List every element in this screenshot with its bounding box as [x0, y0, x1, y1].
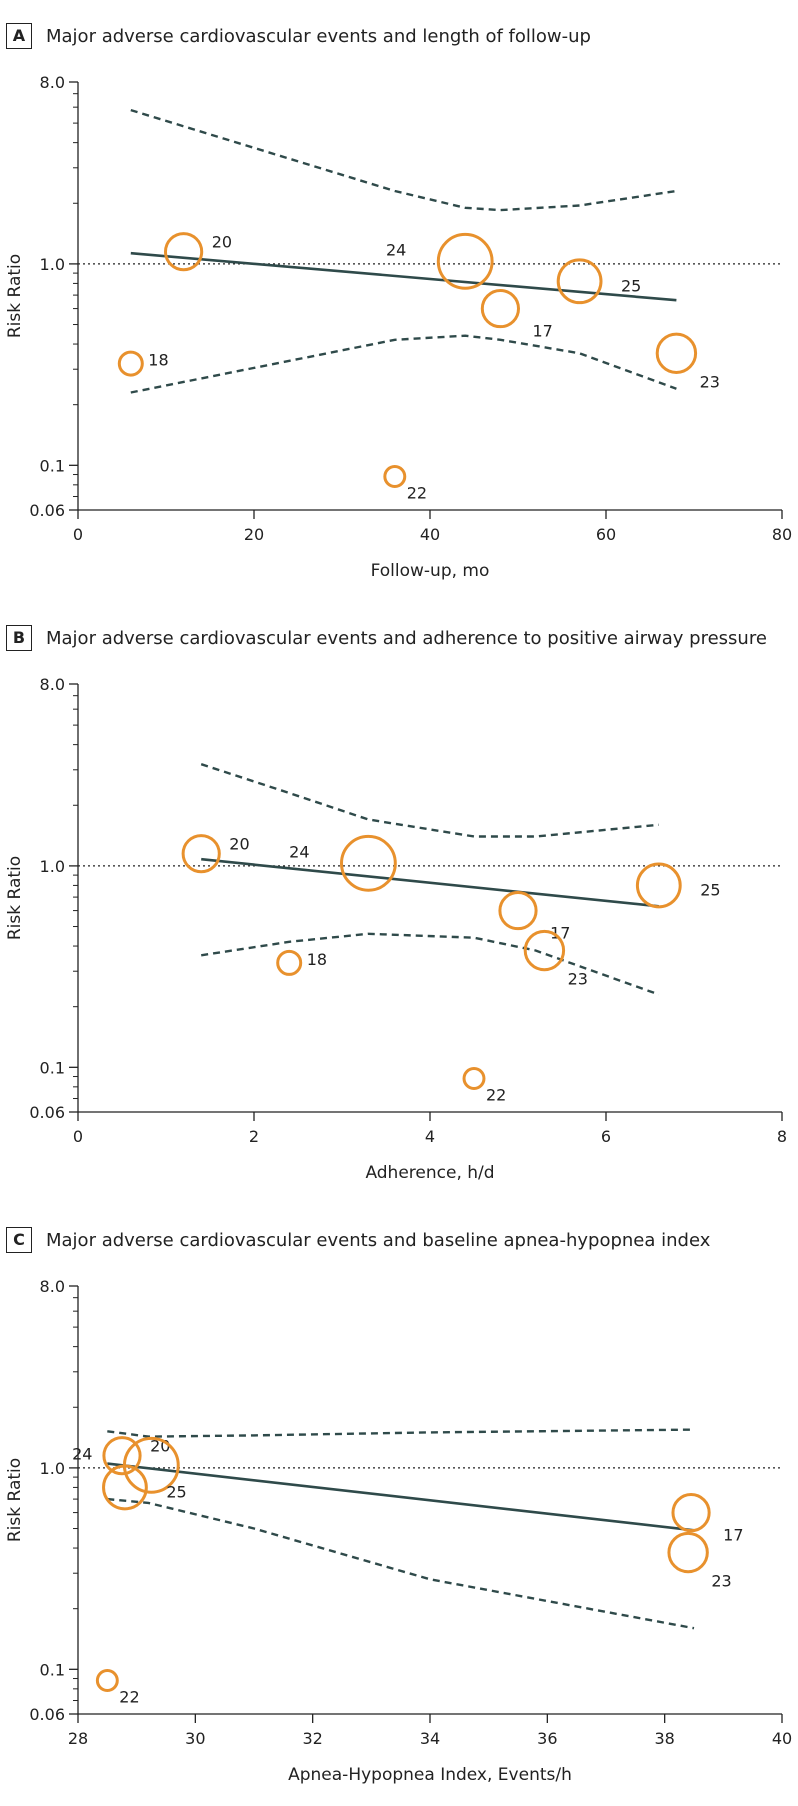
regression-line: [130, 251, 677, 302]
panel-c-letter: C: [6, 1227, 32, 1253]
x-tick-label: 80: [772, 525, 792, 544]
ci-lower-line: [201, 932, 660, 996]
ci-upper-line: [130, 108, 677, 212]
study-point-24: [340, 834, 397, 892]
y-tick-label: 8.0: [40, 675, 65, 694]
study-label-22: 22: [119, 1687, 139, 1706]
study-point-23: [667, 1531, 709, 1574]
study-label-22: 22: [407, 483, 427, 502]
y-tick-label: 0.06: [29, 1103, 65, 1122]
study-point-22: [462, 1067, 486, 1090]
x-tick-label: 60: [596, 525, 616, 544]
study-label-20: 20: [229, 835, 249, 854]
study-point-25: [102, 1464, 148, 1511]
y-tick-label: 1.0: [40, 857, 65, 876]
x-tick-label: 40: [420, 525, 440, 544]
study-label-23: 23: [700, 372, 720, 391]
y-tick-label: 1.0: [40, 255, 65, 274]
ci-lower-line: [130, 334, 677, 394]
study-point-22: [383, 465, 407, 488]
study-label-25: 25: [166, 1482, 186, 1501]
study-point-25: [635, 862, 682, 909]
study-label-18: 18: [148, 351, 168, 370]
x-tick-label: 30: [185, 1729, 205, 1748]
x-tick-label: 28: [68, 1729, 88, 1748]
study-label-24: 24: [72, 1444, 92, 1463]
x-axis-label: Follow-up, mo: [371, 561, 490, 581]
study-point-20: [164, 232, 204, 272]
ci-upper-line: [107, 1428, 695, 1438]
study-point-22: [95, 1669, 119, 1692]
y-tick-label: 8.0: [40, 73, 65, 92]
y-tick-label: 0.1: [40, 1660, 65, 1679]
x-tick-label: 40: [772, 1729, 792, 1748]
study-point-23: [523, 929, 566, 972]
x-axis-label: Apnea-Hypopnea Index, Events/h: [288, 1765, 572, 1785]
panel-a-title: Major adverse cardiovascular events and …: [46, 25, 591, 47]
x-tick-label: 0: [73, 1127, 83, 1146]
ci-lower-line: [107, 1497, 695, 1630]
panel-a-header: A Major adverse cardiovascular events an…: [6, 22, 591, 50]
study-label-25: 25: [700, 880, 720, 899]
panel-b-title: Major adverse cardiovascular events and …: [46, 627, 767, 649]
study-label-22: 22: [486, 1085, 506, 1104]
x-tick-label: 2: [249, 1127, 259, 1146]
study-point-17: [671, 1492, 711, 1533]
y-tick-label: 0.1: [40, 1058, 65, 1077]
y-tick-label: 0.06: [29, 1705, 65, 1724]
study-label-24: 24: [386, 240, 406, 259]
y-tick-label: 1.0: [40, 1459, 65, 1478]
panel-a-chart: 0.06 0.1 1.0 8.0 0 20 40 60 80 Follow-up, mo Risk …: [5, 73, 792, 581]
study-point-20: [102, 1436, 142, 1476]
x-tick-label: 8: [777, 1127, 787, 1146]
study-label-23: 23: [568, 970, 588, 989]
panel-c-header: C Major adverse cardiovascular events an…: [6, 1226, 710, 1254]
y-tick-label: 0.06: [29, 501, 65, 520]
study-label-18: 18: [307, 950, 327, 969]
study-point-17: [498, 890, 538, 931]
study-point-17: [480, 288, 520, 329]
panel-b-letter: B: [6, 625, 32, 651]
x-tick-label: 0: [73, 525, 83, 544]
study-point-20: [181, 834, 221, 874]
panel-a-letter: A: [6, 23, 32, 49]
study-label-17: 17: [550, 924, 570, 943]
y-tick-label: 0.1: [40, 456, 65, 475]
ci-upper-line: [200, 763, 659, 838]
y-axis-label: Risk Ratio: [5, 254, 25, 338]
x-tick-label: 34: [420, 1729, 440, 1748]
y-tick-label: 8.0: [40, 1277, 65, 1296]
panel-c-title: Major adverse cardiovascular events and …: [46, 1229, 711, 1251]
regression-line: [107, 1462, 695, 1532]
study-label-25: 25: [621, 276, 641, 295]
study-label-17: 17: [533, 322, 553, 341]
study-point-18: [117, 350, 144, 377]
study-point-25: [556, 258, 603, 305]
panel-c-chart: 0.06 0.1 1.0 8.0 28 30 32 34 36 38 40 Apnea-Hypopne…: [5, 1277, 792, 1785]
x-tick-label: 4: [425, 1127, 435, 1146]
study-label-20: 20: [212, 233, 232, 252]
study-point-23: [655, 332, 698, 374]
x-tick-label: 36: [537, 1729, 557, 1748]
study-point-24: [436, 232, 494, 290]
y-axis-label: Risk Ratio: [5, 856, 25, 940]
x-tick-label: 32: [302, 1729, 322, 1748]
x-tick-label: 38: [654, 1729, 674, 1748]
study-label-23: 23: [711, 1572, 731, 1591]
study-point-18: [276, 949, 303, 976]
y-axis-label: Risk Ratio: [5, 1458, 25, 1542]
x-axis-label: Adherence, h/d: [365, 1163, 494, 1183]
x-tick-label: 6: [601, 1127, 611, 1146]
study-label-17: 17: [723, 1526, 743, 1545]
regression-line: [201, 857, 659, 908]
panel-b-header: B Major adverse cardiovascular events an…: [6, 624, 767, 652]
x-tick-label: 20: [244, 525, 264, 544]
study-label-24: 24: [289, 842, 309, 861]
